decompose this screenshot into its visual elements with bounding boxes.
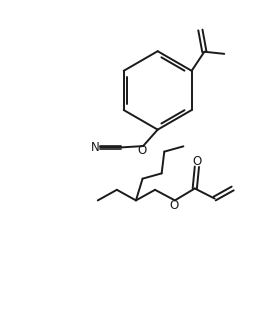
- Text: O: O: [169, 199, 178, 212]
- Text: O: O: [137, 144, 146, 157]
- Text: O: O: [193, 155, 202, 168]
- Text: N: N: [90, 141, 99, 154]
